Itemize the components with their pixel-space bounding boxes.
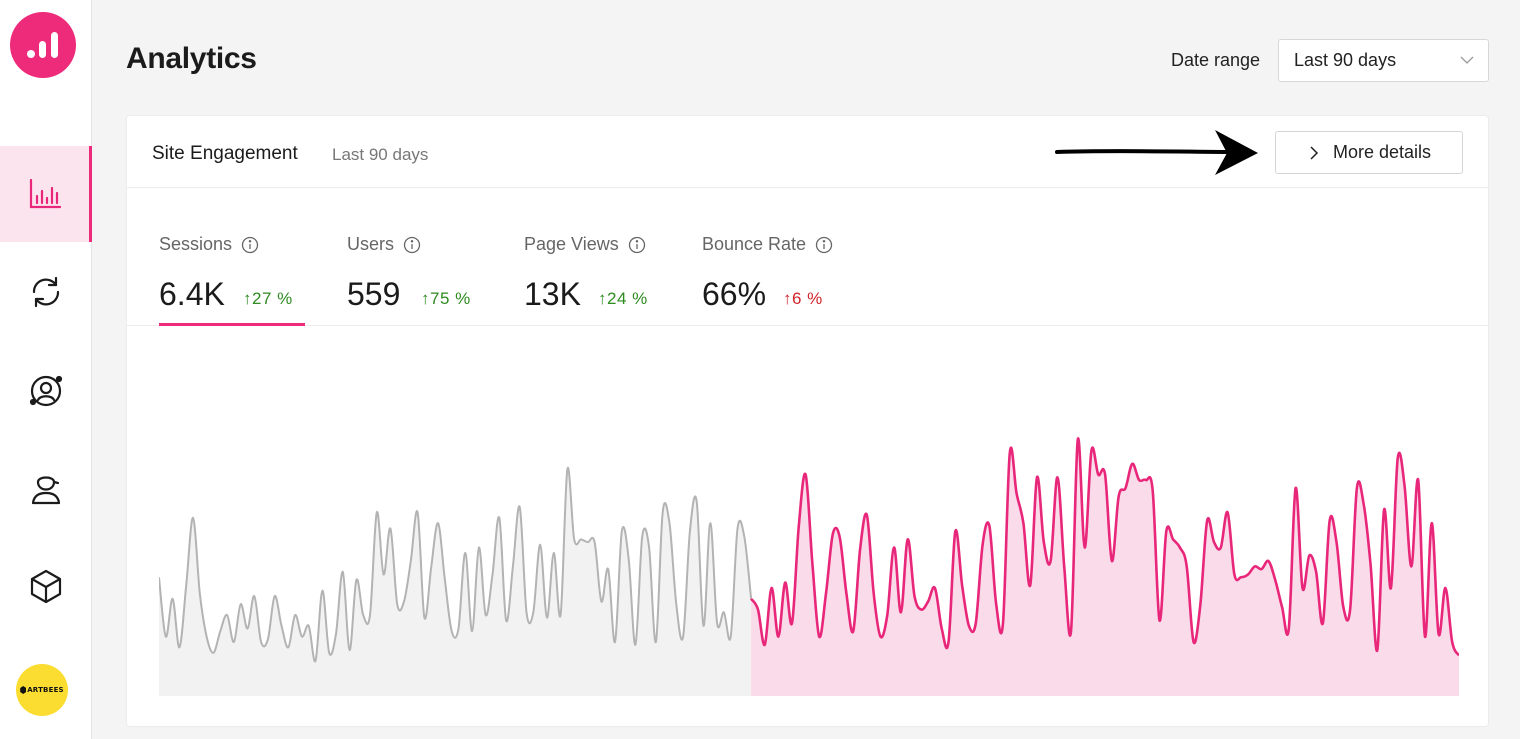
sidebar-item-users[interactable] (0, 440, 92, 536)
metric-label-wrap: Users (347, 234, 421, 255)
chart-line-series-2 (751, 438, 1459, 655)
annotation-arrow-icon (1055, 130, 1258, 175)
date-range-value: Last 90 days (1294, 50, 1397, 70)
metric-bounce-rate[interactable]: Bounce Rate 66% ↑6 % (702, 188, 862, 326)
user-cap-icon (31, 476, 61, 505)
metric-label: Page Views (524, 234, 619, 254)
date-range-select[interactable]: Last 90 days (1278, 39, 1489, 82)
metric-label: Sessions (159, 234, 233, 254)
logo-bars-icon (27, 32, 58, 58)
metric-change: ↑75 % (421, 289, 471, 308)
engagement-chart (159, 426, 1459, 696)
bar-chart-icon (29, 178, 61, 209)
metric-label: Users (347, 234, 395, 254)
user-circle-icon (29, 375, 63, 407)
card-header: Site Engagement Last 90 days More detail… (127, 116, 1488, 188)
card-title: Site Engagement (152, 143, 298, 164)
page-title: Analytics (126, 42, 257, 75)
info-icon[interactable] (403, 236, 421, 254)
metric-sessions[interactable]: Sessions 6.4K ↑27 % (159, 188, 319, 326)
sidebar-item-sync[interactable] (0, 244, 92, 340)
metric-change: ↑6 % (783, 289, 823, 308)
sidebar-item-products[interactable] (0, 538, 92, 634)
site-engagement-card: Site Engagement Last 90 days More detail… (127, 116, 1488, 726)
date-range-label: Date range (1171, 50, 1261, 70)
refresh-icon (32, 276, 60, 308)
metrics-row: Sessions 6.4K ↑27 % Users 559 ↑75 % Page… (127, 188, 1488, 326)
cube-icon (30, 569, 62, 604)
info-icon[interactable] (815, 236, 833, 254)
info-icon[interactable] (241, 236, 259, 254)
metric-value: 13K (524, 276, 581, 312)
metric-value: 6.4K (159, 276, 225, 312)
chevron-down-icon (1460, 56, 1474, 64)
metric-change: ↑27 % (243, 289, 293, 308)
metric-label-wrap: Page Views (524, 234, 646, 255)
card-subtitle: Last 90 days (332, 145, 429, 164)
metric-page-views[interactable]: Page Views 13K ↑24 % (524, 188, 684, 326)
metric-value: 66% (702, 276, 767, 312)
chevron-right-icon (1310, 145, 1319, 160)
sidebar: ARTBEES (0, 0, 92, 739)
chart-line-series-1 (159, 468, 751, 662)
metric-change: ↑24 % (598, 289, 648, 308)
more-details-label: More details (1332, 142, 1432, 162)
metric-value: 559 (347, 276, 401, 312)
more-details-button[interactable]: More details (1275, 131, 1463, 174)
metric-label-wrap: Bounce Rate (702, 234, 833, 255)
sidebar-item-analytics[interactable] (0, 146, 92, 242)
info-icon[interactable] (628, 236, 646, 254)
brand-badge[interactable]: ARTBEES (16, 664, 68, 716)
chart-area-series-2 (751, 438, 1459, 696)
metric-users[interactable]: Users 559 ↑75 % (347, 188, 507, 326)
metric-label-wrap: Sessions (159, 234, 259, 255)
sidebar-item-audience[interactable] (0, 342, 92, 438)
brand-badge-label: ARTBEES (27, 686, 64, 694)
app-logo[interactable] (10, 12, 76, 78)
chart-area-series-1 (159, 467, 752, 696)
metric-label: Bounce Rate (702, 234, 807, 254)
hexagon-icon (20, 686, 27, 694)
